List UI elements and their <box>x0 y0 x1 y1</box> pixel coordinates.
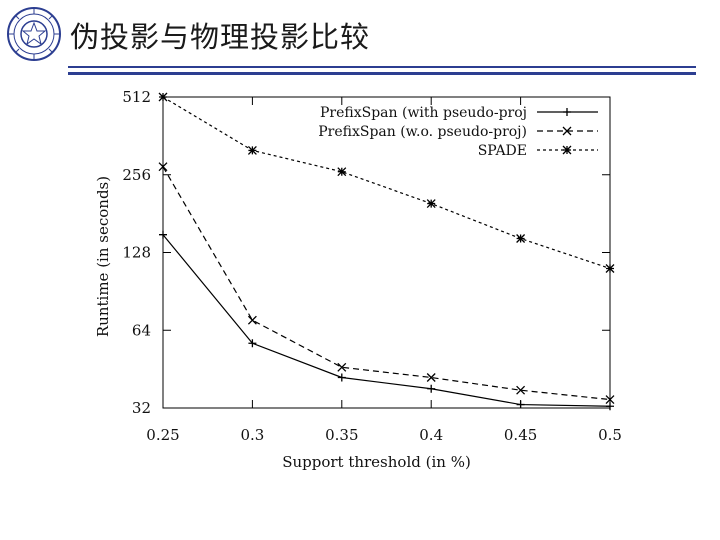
slide-header: 伪投影与物理投影比较 <box>0 0 720 80</box>
series-3-point <box>337 167 347 177</box>
y-tick-label: 128 <box>122 244 151 262</box>
series-3-point <box>247 145 257 155</box>
slide-title: 伪投影与物理投影比较 <box>70 20 371 54</box>
series-2-point <box>605 395 615 405</box>
header-rule-thick <box>68 72 696 75</box>
series-3-point <box>158 92 168 102</box>
y-tick-label: 512 <box>122 88 151 106</box>
series-3-point <box>605 264 615 273</box>
series-2-point <box>247 315 257 325</box>
university-seal-icon <box>7 7 61 61</box>
legend-marker <box>563 108 571 116</box>
series-2-point <box>426 373 436 382</box>
legend-marker <box>562 145 572 155</box>
plot-frame <box>162 96 611 409</box>
y-tick-label: 32 <box>132 399 151 417</box>
x-tick-label: 0.3 <box>240 426 264 444</box>
series-3-point <box>426 199 436 209</box>
x-tick-label: 0.25 <box>146 426 179 444</box>
series-1-point <box>516 400 525 409</box>
x-tick-label: 0.45 <box>504 426 537 444</box>
series-2-point <box>516 385 526 395</box>
series-1-point <box>337 373 346 382</box>
series-3-point <box>516 234 526 243</box>
series-2-point <box>158 162 168 172</box>
y-tick-label: 256 <box>122 166 151 184</box>
legend-label: PrefixSpan (w.o. pseudo-proj) <box>318 124 527 140</box>
series-1-point <box>427 384 436 393</box>
series-1-point <box>159 230 167 239</box>
series-2-point <box>337 362 347 372</box>
legend-label: PrefixSpan (with pseudo-proj <box>320 105 527 121</box>
header-rule-thin <box>68 66 696 68</box>
series-line-3 <box>162 96 611 270</box>
y-axis-label: Runtime (in seconds) <box>94 176 112 337</box>
x-tick-label: 0.35 <box>325 426 358 444</box>
x-tick-label: 0.5 <box>598 426 622 444</box>
legend-label: SPADE <box>478 143 527 159</box>
x-tick-label: 0.4 <box>419 426 443 444</box>
series-line-2 <box>162 166 611 401</box>
legend-marker <box>562 126 572 136</box>
y-tick-label: 64 <box>132 321 151 339</box>
series-line-1 <box>162 234 611 407</box>
x-axis-label: Support threshold (in %) <box>282 453 471 471</box>
series-1-point <box>606 402 614 411</box>
series-1-point <box>248 339 257 348</box>
